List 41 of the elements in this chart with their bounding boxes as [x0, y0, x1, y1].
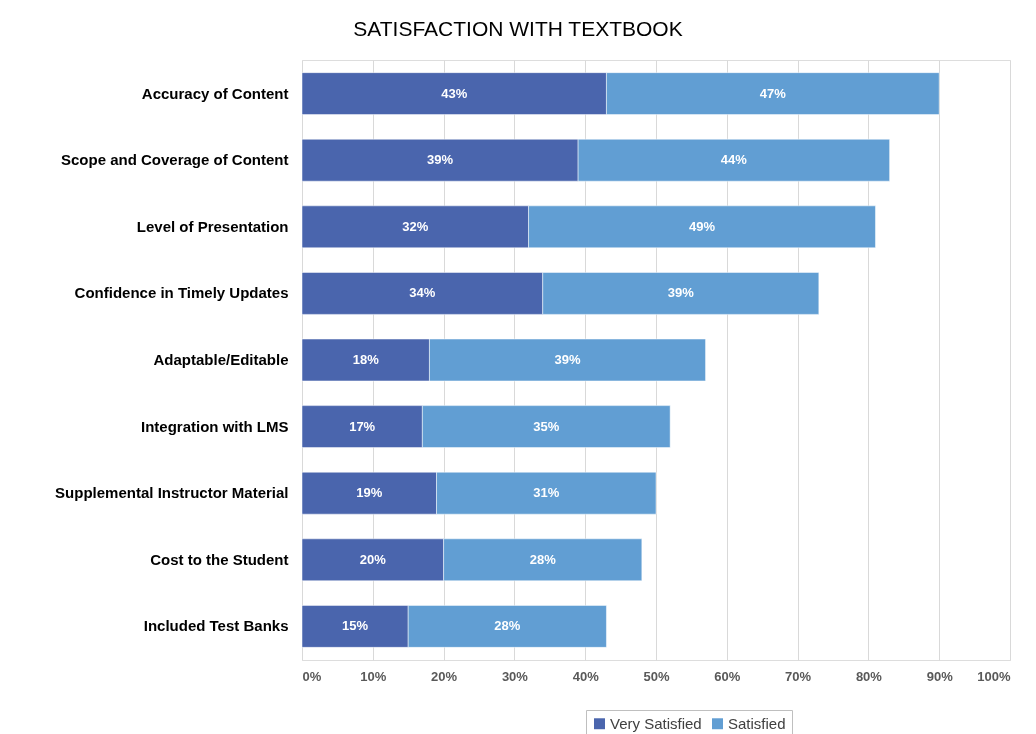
y-tick-label: Confidence in Timely Updates	[74, 284, 289, 302]
data-label: 49%	[689, 218, 716, 234]
y-tick-label: Integration with LMS	[141, 417, 289, 435]
data-label: 15%	[342, 618, 369, 634]
data-label: 39%	[667, 285, 695, 301]
data-label: 47%	[759, 85, 787, 101]
data-label: 17%	[349, 418, 376, 434]
y-tick-label: Included Test Banks	[143, 617, 289, 635]
legend-label: Very Satisfied	[610, 714, 702, 732]
data-label: 43%	[441, 85, 468, 101]
x-tick-label: 70%	[785, 668, 812, 684]
y-tick-label: Level of Presentation	[136, 217, 289, 235]
y-tick-label: Scope and Coverage of Content	[60, 151, 289, 169]
data-label: 39%	[427, 152, 454, 168]
x-tick-label: 20%	[431, 668, 458, 684]
legend-label: Satisfied	[728, 714, 786, 732]
data-label: 44%	[720, 152, 748, 168]
data-label: 39%	[554, 352, 581, 367]
data-label: 20%	[359, 551, 387, 567]
y-tick-label: Cost to the Student	[150, 550, 289, 568]
y-tick-label: Supplemental Instructor Material	[55, 484, 289, 502]
x-tick-label: 30%	[501, 668, 529, 684]
data-label: 35%	[533, 418, 560, 434]
x-tick-label: 0%	[302, 668, 322, 684]
data-label: 18%	[352, 352, 380, 367]
x-tick-label: 60%	[714, 668, 741, 684]
x-tick-label: 10%	[360, 668, 387, 684]
x-tick-label: 90%	[926, 668, 954, 684]
x-tick-label: 50%	[643, 668, 670, 684]
chart-title: SATISFACTION WITH TEXTBOOK	[353, 17, 683, 40]
data-label: 28%	[529, 551, 557, 567]
x-tick-label: 40%	[572, 668, 600, 684]
data-label: 28%	[494, 618, 521, 634]
data-label: 32%	[402, 218, 429, 234]
x-tick-label: 100%	[977, 668, 1011, 684]
data-label: 31%	[533, 485, 560, 501]
y-tick-label: Accuracy of Content	[141, 84, 289, 102]
x-tick-label: 80%	[855, 668, 883, 684]
y-tick-label: Adaptable/Editable	[153, 351, 289, 368]
data-label: 34%	[409, 285, 436, 301]
data-label: 19%	[356, 485, 383, 501]
